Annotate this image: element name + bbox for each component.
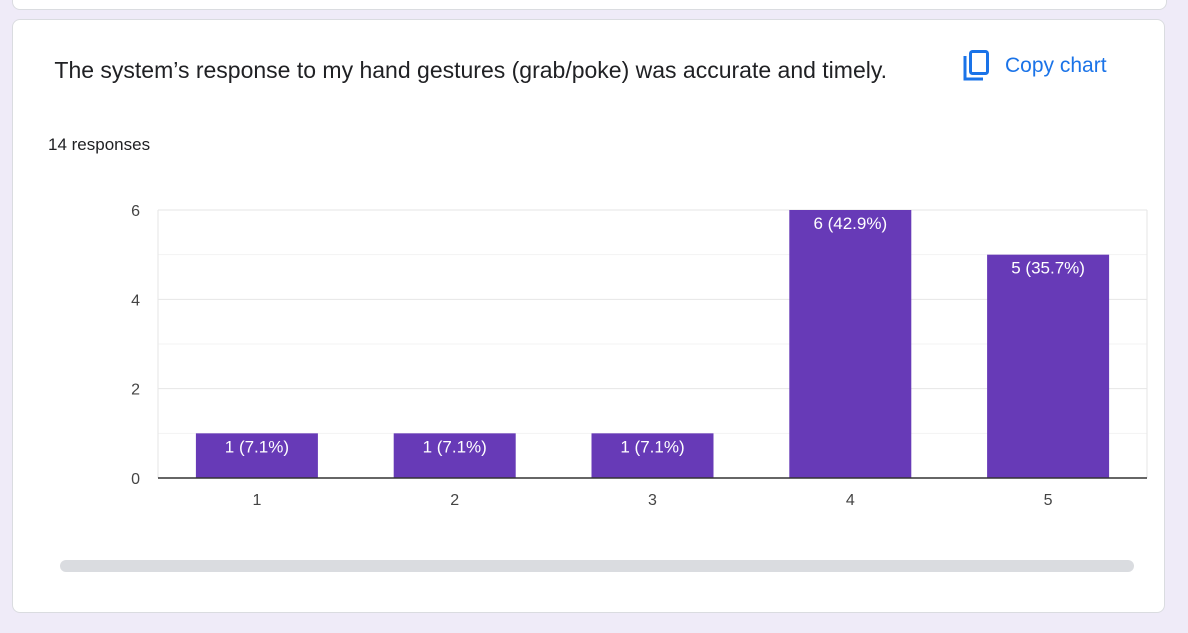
bar-data-label: 1 (7.1%): [620, 437, 684, 456]
response-count: 14 responses: [48, 135, 151, 154]
x-tick-label: 3: [648, 492, 657, 509]
bar: [789, 210, 912, 478]
y-tick-label: 2: [131, 382, 140, 399]
copy-chart-button[interactable]: Copy chart: [961, 46, 1107, 86]
bar: [591, 433, 714, 478]
bar-data-label: 1 (7.1%): [423, 437, 487, 456]
question-title: The system’s response to my hand gesture…: [48, 57, 888, 83]
bar-data-label: 1 (7.1%): [225, 437, 289, 456]
question-card: The system’s response to my hand gesture…: [12, 19, 1165, 613]
bar-data-label: 5 (35.7%): [1011, 259, 1085, 278]
copy-icon: [961, 49, 991, 83]
bar: [195, 433, 318, 478]
previous-card-edge: [12, 0, 1167, 10]
bar: [987, 254, 1110, 478]
horizontal-scrollbar[interactable]: [60, 560, 1134, 572]
bar: [393, 433, 516, 478]
x-tick-label: 5: [1044, 492, 1053, 509]
x-tick-label: 2: [450, 492, 459, 509]
y-tick-label: 4: [131, 292, 140, 309]
x-tick-label: 4: [846, 492, 855, 509]
bar-data-label: 6 (42.9%): [813, 214, 887, 233]
x-tick-label: 1: [252, 492, 261, 509]
copy-chart-label: Copy chart: [1005, 54, 1107, 77]
bar-chart: 0 2 4 6 1 (7.1%) 1 1 (7.1%) 2 1 (7.1%) 3 6 (42.9%)…: [131, 203, 1148, 509]
y-tick-label: 0: [131, 471, 140, 488]
y-tick-label: 6: [131, 203, 140, 220]
